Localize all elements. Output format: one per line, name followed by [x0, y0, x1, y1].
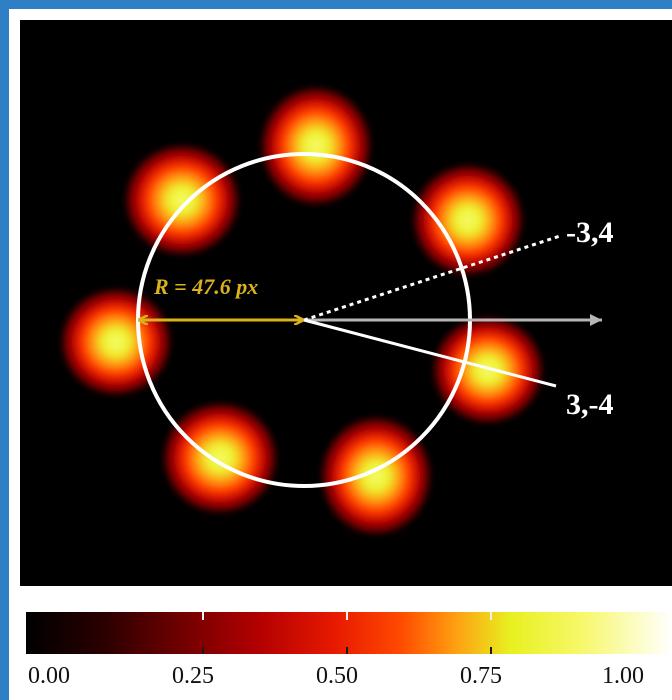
spot-lower-left [160, 400, 280, 516]
radius-label: R = 47.6 px [153, 274, 258, 299]
colorbar-tick-050 [346, 612, 348, 620]
colorbar-label-075: 0.75 [460, 663, 502, 689]
colorbar-label-025: 0.25 [172, 663, 214, 689]
colorbar-tick-025 [202, 612, 204, 620]
colorbar-gradient [26, 612, 672, 654]
mode-lower-line [303, 318, 557, 388]
colorbar [26, 612, 672, 654]
spot-upper-left [122, 142, 242, 258]
mode-lower-label: 3,-4 [566, 388, 614, 421]
spot-left [58, 286, 174, 398]
spot-upper-right [410, 162, 526, 278]
colorbar-label-100: 1.00 [602, 663, 644, 689]
colorbar-label-000: 0.00 [28, 663, 70, 689]
spot-right [430, 314, 546, 426]
spot-top [258, 84, 374, 208]
mode-upper-line [303, 234, 561, 322]
intensity-plot: R = 47.6 px -3,4 3,-4 [20, 20, 672, 586]
colorbar-tick-025-bottom [202, 647, 204, 654]
intensity-image: R = 47.6 px -3,4 3,-4 [20, 20, 672, 586]
colorbar-tick-050-bottom [346, 647, 348, 654]
colorbar-tick-075 [490, 612, 492, 620]
colorbar-tick-075-bottom [490, 647, 492, 654]
mode-upper-label: -3,4 [566, 216, 614, 249]
spot-lower-right [318, 414, 434, 538]
colorbar-label-050: 0.50 [316, 663, 358, 689]
